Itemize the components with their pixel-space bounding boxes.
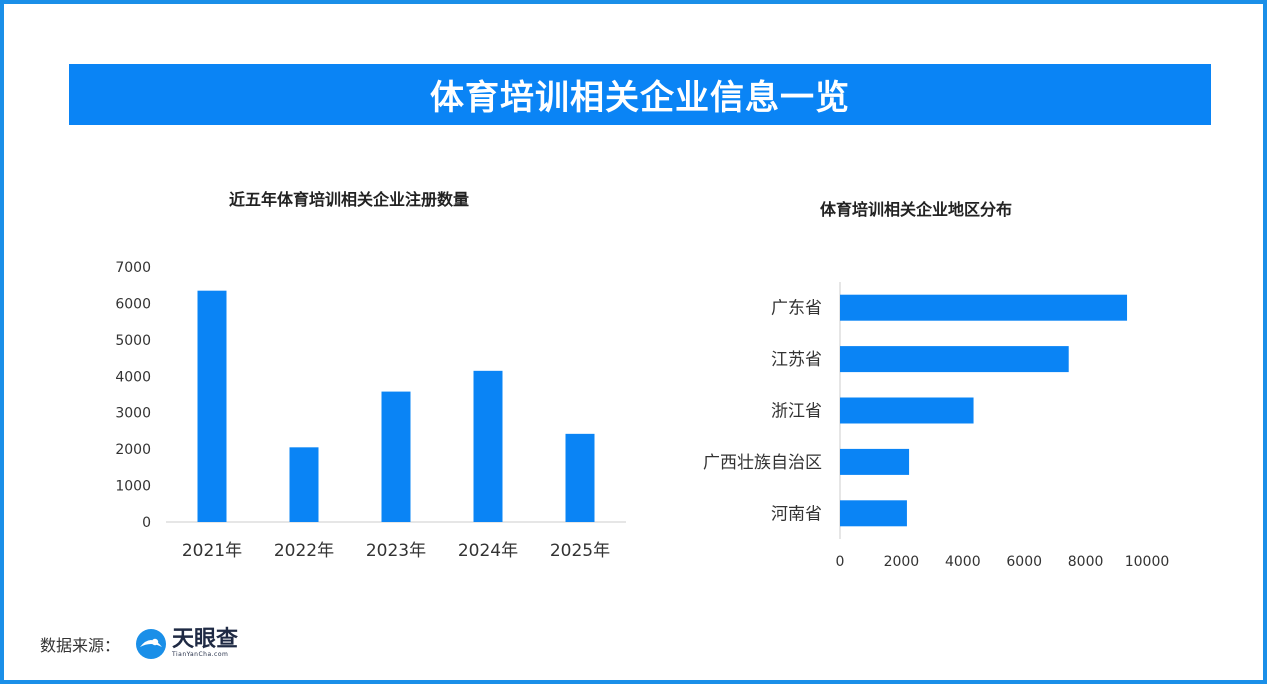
y-tick-label: 浙江省 bbox=[771, 402, 822, 422]
x-tick-label: 2024年 bbox=[458, 541, 518, 561]
x-tick-label: 4000 bbox=[945, 554, 981, 570]
y-tick-label: 广西壮族自治区 bbox=[703, 453, 822, 473]
registration-bar-chart: 0 1000 2000 3000 4000 5000 6000 7000 2021年 2022年 2… bbox=[115, 260, 626, 561]
y-tick-label: 3000 bbox=[115, 406, 151, 422]
x-tick-label: 2000 bbox=[884, 554, 920, 570]
right-chart-title: 体育培训相关企业地区分布 bbox=[819, 200, 1012, 219]
x-tick-label: 2023年 bbox=[366, 541, 426, 561]
eye-logo-icon bbox=[136, 629, 167, 659]
bar bbox=[381, 391, 411, 522]
source-label: 数据来源： bbox=[40, 636, 121, 655]
title-banner: 体育培训相关企业信息一览 bbox=[69, 64, 1211, 125]
y-tick-label: 1000 bbox=[115, 479, 151, 495]
y-tick-label: 广东省 bbox=[771, 299, 822, 319]
bar bbox=[840, 294, 1128, 321]
bar bbox=[840, 346, 1069, 373]
y-tick-label: 2000 bbox=[115, 442, 151, 458]
bar bbox=[840, 397, 974, 424]
brand-name: 天眼查 bbox=[172, 627, 239, 652]
x-tick-label: 2022年 bbox=[274, 541, 334, 561]
y-tick-label: 6000 bbox=[115, 296, 151, 312]
x-tick-label: 0 bbox=[836, 554, 845, 570]
x-tick-label: 6000 bbox=[1006, 554, 1042, 570]
brand-logo: 天眼查 TianYanCha.com bbox=[134, 627, 238, 661]
x-tick-label: 8000 bbox=[1068, 554, 1104, 570]
bar bbox=[289, 447, 319, 522]
y-tick-label: 7000 bbox=[115, 260, 151, 276]
bar bbox=[840, 448, 910, 475]
brand-url: TianYanCha.com bbox=[172, 651, 229, 658]
y-tick-label: 河南省 bbox=[771, 504, 822, 524]
left-chart-title: 近五年体育培训相关企业注册数量 bbox=[228, 190, 469, 209]
bar bbox=[473, 370, 503, 522]
page-title: 体育培训相关企业信息一览 bbox=[430, 78, 850, 118]
y-tick-label: 0 bbox=[142, 515, 151, 531]
x-tick-label: 2021年 bbox=[182, 541, 242, 561]
data-source: 数据来源： 天眼查 TianYanCha.com bbox=[40, 624, 238, 664]
x-tick-label: 10000 bbox=[1125, 554, 1170, 570]
y-tick-label: 江苏省 bbox=[771, 350, 822, 370]
bar bbox=[840, 500, 907, 527]
y-tick-label: 4000 bbox=[115, 369, 151, 385]
bar bbox=[565, 433, 595, 522]
y-tick-label: 5000 bbox=[115, 333, 151, 349]
x-tick-label: 2025年 bbox=[550, 541, 610, 561]
bar bbox=[197, 290, 227, 522]
